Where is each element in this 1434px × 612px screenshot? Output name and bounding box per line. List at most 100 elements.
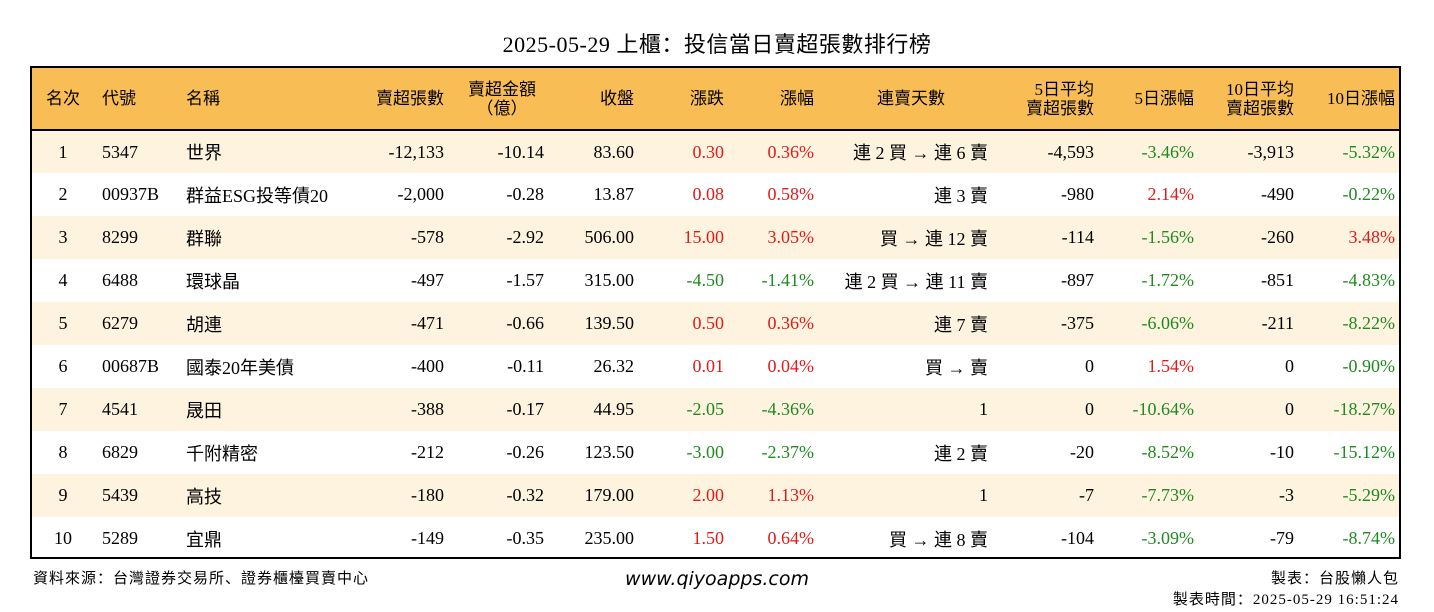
cell-avg5: 0: [1085, 399, 1094, 419]
cell-sell-lots: -180: [411, 485, 444, 505]
cell-rank: 2: [58, 184, 68, 204]
cell-avg10: -79: [1270, 528, 1294, 548]
cell-change: 0.30: [692, 141, 725, 162]
cell-pct10: -8.74%: [1342, 528, 1396, 548]
cell-amount: -0.66: [506, 313, 545, 333]
header-pct10: 10日漲幅: [1327, 89, 1395, 108]
cell-sell-lots: -497: [411, 270, 444, 290]
cell-avg10: -3: [1279, 485, 1294, 505]
cell-sell-lots: -400: [411, 356, 444, 376]
header-code: 代號: [102, 89, 136, 108]
header-avg10-line1: 10日平均: [1226, 79, 1294, 99]
cell-avg10: 0: [1285, 356, 1294, 376]
cell-sell-lots: -12,133: [388, 141, 445, 162]
cell-sell-lots: -471: [411, 313, 444, 333]
header-change-pct: 漲幅: [780, 89, 814, 108]
cell-pct10: -0.90%: [1342, 356, 1396, 376]
header-amount: 賣超金額 （億）: [452, 68, 552, 130]
cell-close: 139.50: [584, 313, 635, 333]
header-change: 漲跌: [690, 89, 724, 108]
cell-avg5: -114: [1061, 227, 1094, 247]
table-row: 1 5347 世界 -12,133 -10.14 83.60 0.30 0.36% 連 2 買 …: [32, 130, 1399, 173]
cell-change-pct: 1.13%: [767, 485, 815, 505]
cell-change-pct: -2.37%: [761, 442, 815, 462]
cell-code: 6829: [102, 442, 138, 462]
cell-streak: 1: [979, 485, 988, 505]
cell-code: 6279: [102, 313, 138, 333]
cell-close: 315.00: [584, 270, 635, 290]
cell-change: 0.01: [692, 356, 725, 376]
cell-code: 4541: [102, 399, 138, 419]
cell-close: 506.00: [584, 227, 635, 247]
cell-change: 1.50: [692, 528, 725, 548]
cell-name: 千附精密: [186, 443, 258, 464]
cell-pct5: 1.54%: [1147, 356, 1195, 376]
cell-avg5: -4,593: [1047, 141, 1095, 162]
cell-change: -4.50: [686, 270, 725, 290]
cell-close: 83.60: [593, 141, 635, 162]
cell-change-pct: -1.41%: [761, 270, 815, 290]
cell-pct5: -10.64%: [1132, 399, 1195, 419]
cell-rank: 3: [58, 227, 68, 247]
table-header-row: 名次 代號 名稱 賣超張數 賣超金額 （億） 收盤 漲跌 漲幅 連賣天數 5日平…: [32, 68, 1399, 130]
cell-change: 2.00: [692, 485, 725, 505]
cell-change-pct: -4.36%: [761, 399, 815, 419]
website-link[interactable]: www.qiyoapps.com: [625, 568, 809, 590]
cell-avg10: -211: [1261, 313, 1294, 333]
cell-name: 世界: [186, 143, 222, 163]
cell-sell-lots: -212: [411, 442, 444, 462]
cell-sell-lots: -2,000: [397, 184, 445, 204]
cell-close: 179.00: [584, 485, 635, 505]
cell-change-pct: 3.05%: [767, 227, 815, 247]
table-row: 9 5439 高技 -180 -0.32 179.00 2.00 1.13% 1 -7 -7.73%…: [32, 474, 1399, 517]
table-row: 6 00687B 國泰20年美債 -400 -0.11 26.32 0.01 0.04% 買 →…: [32, 345, 1399, 388]
cell-rank: 6: [58, 356, 68, 376]
cell-pct5: -1.72%: [1141, 270, 1195, 290]
page-title: 2025-05-29 上櫃：投信當日賣超張數排行榜: [502, 32, 932, 57]
data-source-note: 資料來源：台灣證券交易所、證券櫃檯買賣中心: [33, 571, 370, 587]
cell-name: 宜鼎: [186, 529, 222, 550]
cell-pct10: -18.27%: [1333, 399, 1396, 419]
cell-close: 123.50: [584, 442, 635, 462]
cell-avg5: -20: [1070, 442, 1094, 462]
cell-sell-lots: -578: [411, 227, 444, 247]
made-time-note: 製表時間：2025-05-29 16:51:24: [1172, 592, 1399, 608]
cell-avg5: -7: [1079, 485, 1094, 505]
cell-code: 6488: [102, 270, 138, 290]
cell-pct10: -5.29%: [1342, 485, 1396, 505]
header-streak: 連賣天數: [877, 89, 945, 108]
cell-rank: 5: [58, 313, 68, 333]
ranking-table: 名次 代號 名稱 賣超張數 賣超金額 （億） 收盤 漲跌 漲幅 連賣天數 5日平…: [32, 68, 1399, 557]
cell-change-pct: 0.36%: [767, 141, 815, 162]
table-row: 3 8299 群聯 -578 -2.92 506.00 15.00 3.05% 買 → 連 12…: [32, 216, 1399, 259]
cell-name: 群聯: [186, 228, 222, 249]
cell-name: 群益ESG投等債20: [186, 185, 329, 206]
cell-pct10: -15.12%: [1333, 442, 1396, 462]
header-close: 收盤: [600, 89, 634, 108]
cell-avg5: 0: [1085, 356, 1094, 376]
cell-avg10: -3,913: [1247, 141, 1295, 162]
header-sell-lots: 賣超張數: [376, 89, 444, 108]
cell-amount: -0.17: [506, 399, 545, 419]
cell-pct5: -3.09%: [1141, 528, 1195, 548]
author-note: 製表：台股懶人包: [1270, 571, 1399, 587]
cell-avg10: -10: [1270, 442, 1294, 462]
cell-change-pct: 0.58%: [767, 184, 815, 204]
cell-change: -3.00: [686, 442, 725, 462]
cell-code: 00937B: [102, 184, 160, 204]
header-avg5-line2: 賣超張數: [1026, 98, 1094, 118]
cell-close: 13.87: [593, 184, 635, 204]
cell-streak: 連 2 買 → 連 6 賣: [853, 143, 988, 163]
cell-streak: 買 → 賣: [925, 357, 988, 378]
cell-streak: 連 2 賣: [934, 443, 988, 464]
header-amount-line2: （億）: [476, 98, 528, 118]
cell-code: 8299: [102, 227, 138, 247]
cell-change-pct: 0.04%: [767, 356, 815, 376]
cell-rank: 9: [58, 485, 68, 505]
table-row: 8 6829 千附精密 -212 -0.26 123.50 -3.00 -2.37% 連 2 賣…: [32, 431, 1399, 474]
cell-pct5: -8.52%: [1141, 442, 1195, 462]
cell-rank: 1: [58, 141, 68, 162]
header-avg10: 10日平均 賣超張數: [1202, 68, 1302, 130]
cell-code: 5289: [102, 528, 138, 548]
cell-pct10: -0.22%: [1342, 184, 1396, 204]
